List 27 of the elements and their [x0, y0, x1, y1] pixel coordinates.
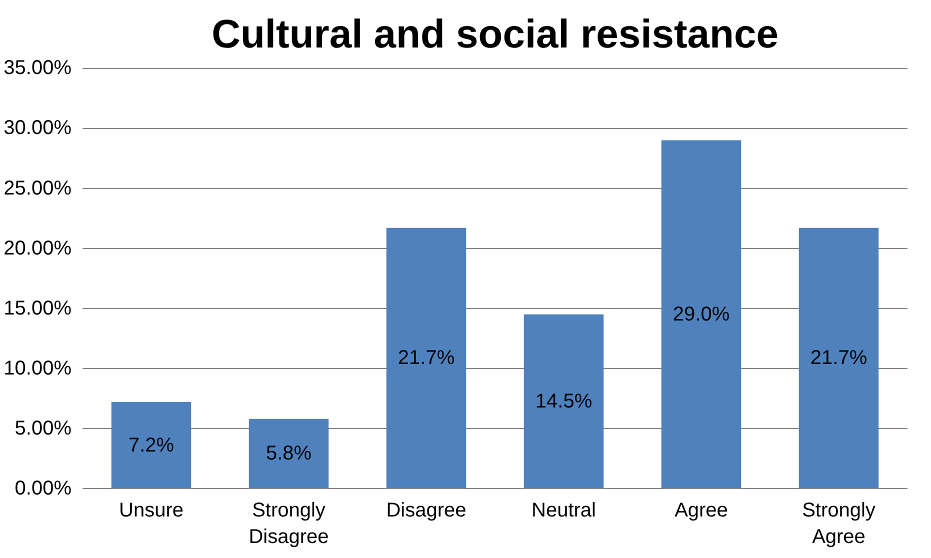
- y-tick-label: 10.00%: [4, 357, 72, 380]
- data-label: 29.0%: [672, 303, 730, 326]
- y-tick-label: 25.00%: [4, 177, 72, 200]
- data-label: 21.7%: [810, 347, 868, 370]
- bar: [111, 402, 192, 488]
- x-tick-label: Disagree: [386, 500, 466, 522]
- bar: [661, 140, 742, 488]
- y-tick-label: 0.00%: [14, 478, 72, 500]
- bar: [524, 314, 604, 488]
- x-tick-label: Strongly Disagree: [248, 500, 329, 548]
- x-tick-label: Neutral: [532, 500, 596, 522]
- x-tick-label: Agree: [674, 500, 728, 522]
- bar: [386, 228, 466, 488]
- bar: [248, 418, 329, 488]
- y-tick-label: 15.00%: [4, 297, 72, 320]
- data-label: 7.2%: [128, 434, 174, 456]
- x-tick-label: Unsure: [119, 500, 184, 522]
- data-label: 14.5%: [535, 390, 592, 412]
- y-tick-label: 30.00%: [4, 117, 72, 140]
- y-tick-label: 20.00%: [4, 237, 72, 260]
- data-label: 5.8%: [266, 442, 312, 465]
- x-tick-label: Strongly Agree: [802, 500, 876, 548]
- data-label: 21.7%: [398, 347, 455, 370]
- chart-title: Cultural and social resistance: [212, 12, 778, 56]
- y-tick-label: 35.00%: [4, 57, 72, 80]
- y-tick-label: 5.00%: [14, 417, 72, 440]
- bar: [798, 228, 879, 488]
